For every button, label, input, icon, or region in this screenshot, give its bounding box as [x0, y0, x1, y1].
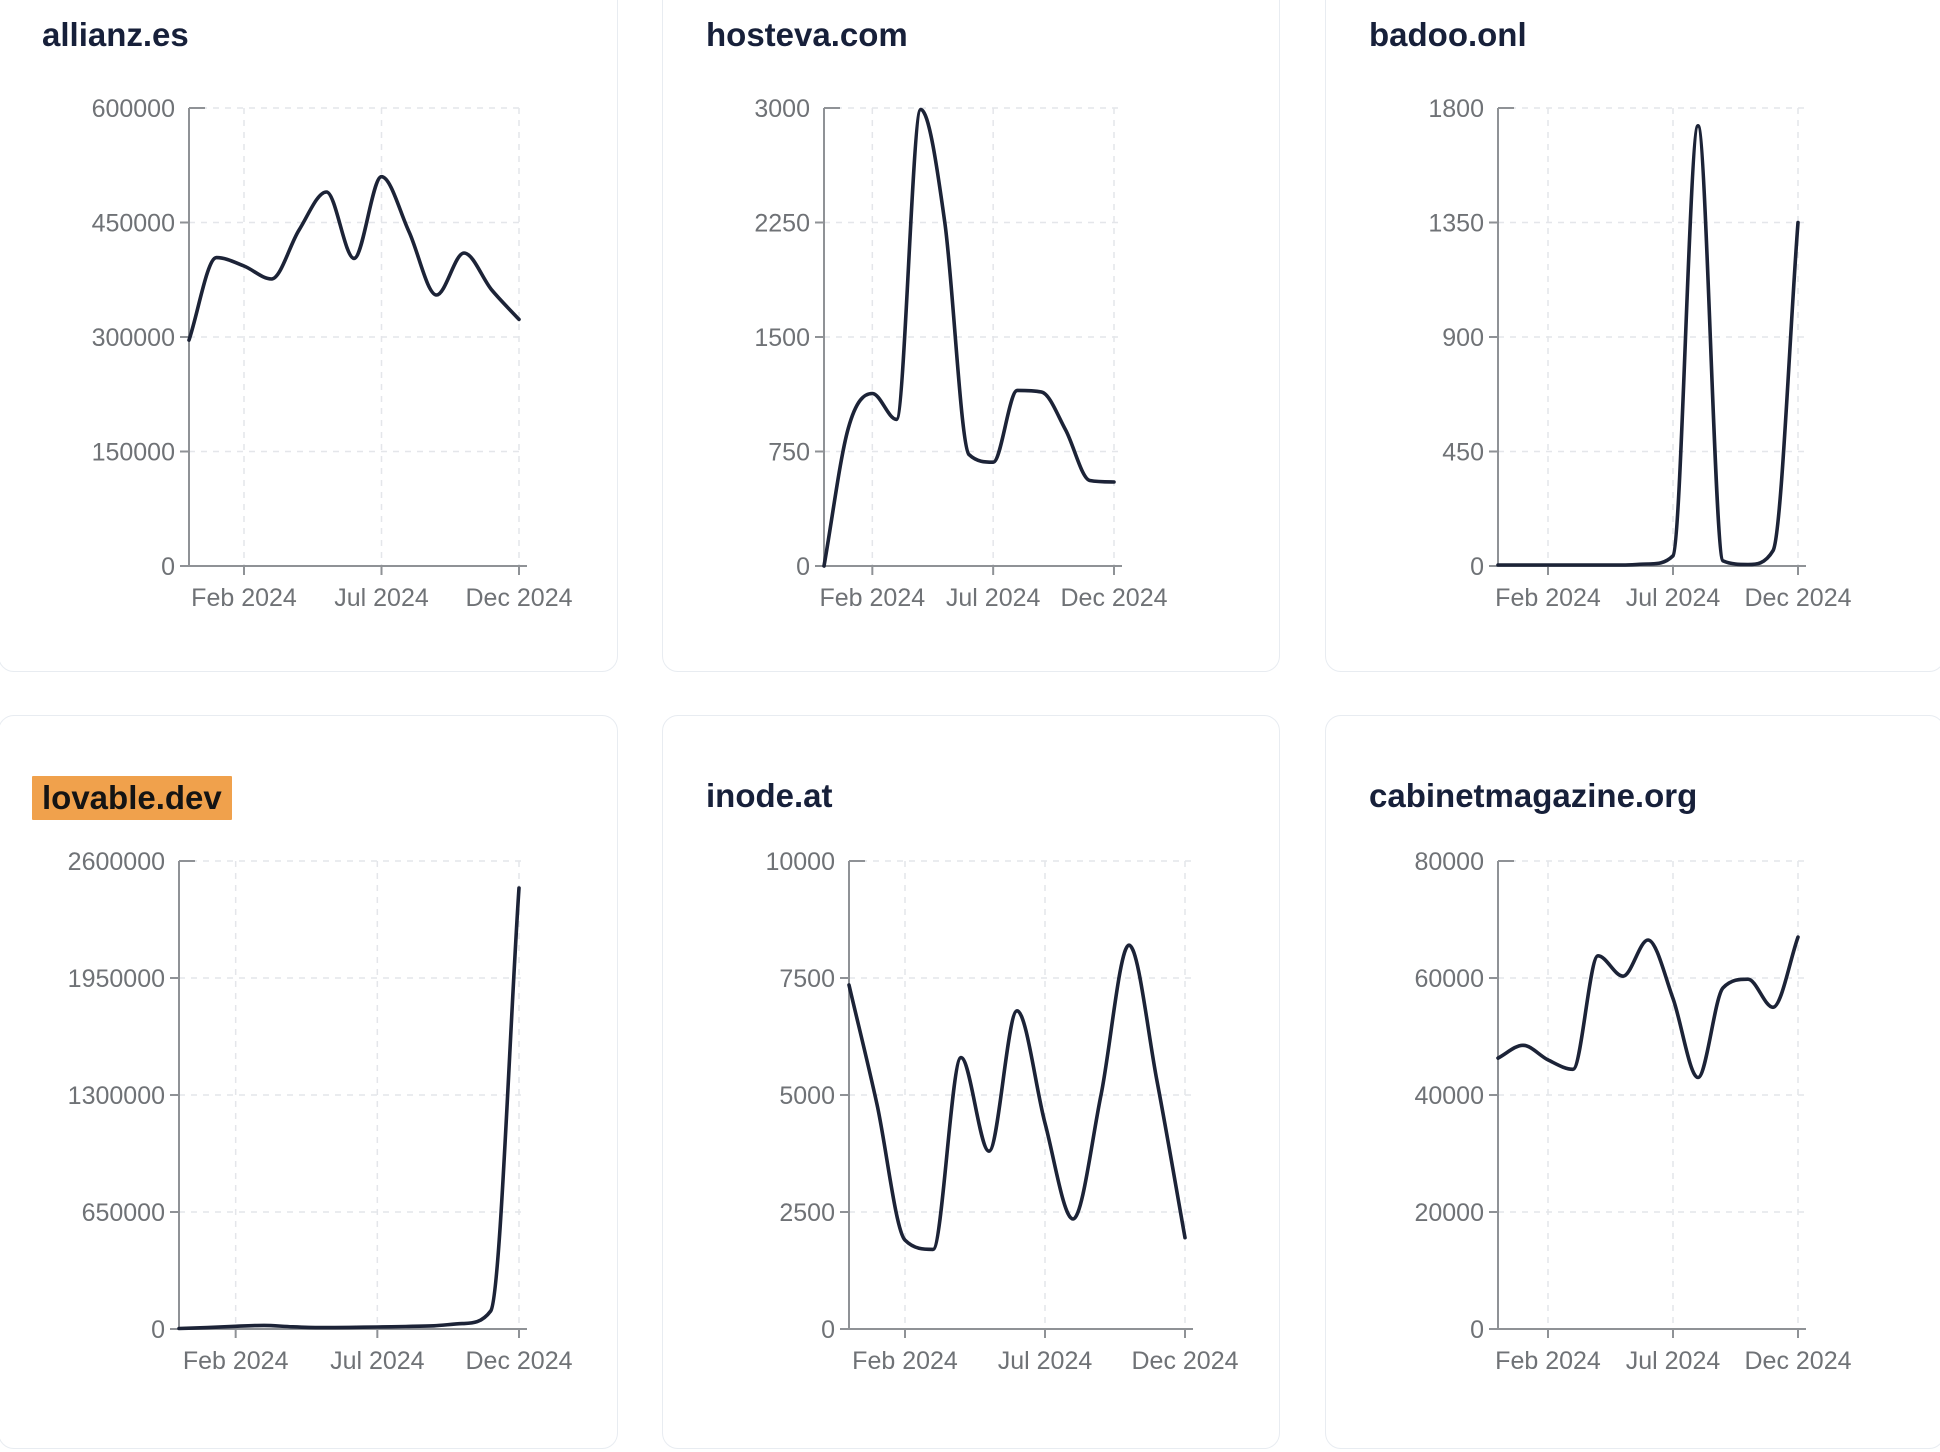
svg-text:40000: 40000	[1414, 1082, 1484, 1110]
chart-card[interactable]: lovable.dev 0 650000 1300000 1950000 2600000…	[0, 715, 618, 1449]
svg-text:Jul 2024: Jul 2024	[1626, 1347, 1721, 1372]
svg-text:Feb 2024: Feb 2024	[183, 1347, 289, 1372]
chart-card[interactable]: allianz.es 0 150000 300000 450000 600000 Feb …	[0, 0, 618, 672]
svg-text:0: 0	[151, 1316, 165, 1344]
svg-text:Jul 2024: Jul 2024	[334, 584, 429, 612]
line-chart: 0 20000 40000 60000 80000 Feb 2024 Jul 2024 Dec…	[1414, 848, 1851, 1372]
svg-text:Feb 2024: Feb 2024	[191, 584, 297, 612]
svg-text:2600000: 2600000	[68, 848, 165, 876]
svg-text:1950000: 1950000	[68, 965, 165, 993]
svg-text:Dec 2024: Dec 2024	[1744, 1347, 1851, 1372]
line-chart: 0 450 900 1350 1800 Feb 2024 Jul 2024 Dec 2024	[1428, 95, 1851, 612]
line-chart: 0 750 1500 2250 3000 Feb 2024 Jul 2024 Dec 2024	[754, 95, 1167, 612]
svg-text:1350: 1350	[1428, 210, 1484, 238]
line-chart: 0 650000 1300000 1950000 2600000 Feb 2024 Jul …	[68, 848, 573, 1372]
chart-card[interactable]: badoo.onl 0 450 900 1350 1800 Feb 2024 Jul 202…	[1325, 0, 1940, 672]
svg-text:0: 0	[1470, 553, 1484, 581]
svg-text:3000: 3000	[754, 95, 810, 123]
svg-text:2250: 2250	[754, 210, 810, 238]
svg-text:Feb 2024: Feb 2024	[820, 584, 926, 612]
svg-text:0: 0	[161, 553, 175, 581]
svg-text:1300000: 1300000	[68, 1082, 165, 1110]
svg-text:Jul 2024: Jul 2024	[330, 1347, 425, 1372]
svg-text:7500: 7500	[779, 965, 835, 993]
svg-text:20000: 20000	[1414, 1199, 1484, 1227]
chart-title: allianz.es	[42, 16, 189, 53]
svg-text:600000: 600000	[92, 95, 175, 123]
svg-text:450000: 450000	[92, 210, 175, 238]
chart-title: hosteva.com	[706, 16, 908, 53]
svg-text:Jul 2024: Jul 2024	[998, 1347, 1093, 1372]
svg-text:300000: 300000	[92, 324, 175, 352]
svg-text:Dec 2024: Dec 2024	[1131, 1347, 1238, 1372]
svg-text:1500: 1500	[754, 324, 810, 352]
svg-text:750: 750	[768, 439, 810, 467]
svg-text:0: 0	[821, 1316, 835, 1344]
line-chart: 0 150000 300000 450000 600000 Feb 2024 Jul 202…	[92, 95, 573, 612]
svg-text:650000: 650000	[82, 1199, 165, 1227]
svg-text:Dec 2024: Dec 2024	[1060, 584, 1167, 612]
svg-text:0: 0	[1470, 1316, 1484, 1344]
svg-text:Feb 2024: Feb 2024	[1495, 1347, 1601, 1372]
svg-text:2500: 2500	[779, 1199, 835, 1227]
chart-card[interactable]: inode.at 0 2500 5000 7500 10000 Feb 2024 Jul 2…	[662, 715, 1280, 1449]
svg-text:150000: 150000	[92, 439, 175, 467]
svg-text:Dec 2024: Dec 2024	[465, 1347, 572, 1372]
chart-title: lovable.dev	[32, 776, 232, 820]
svg-text:Jul 2024: Jul 2024	[946, 584, 1041, 612]
svg-text:450: 450	[1442, 439, 1484, 467]
svg-text:60000: 60000	[1414, 965, 1484, 993]
svg-text:Feb 2024: Feb 2024	[852, 1347, 958, 1372]
svg-text:0: 0	[796, 553, 810, 581]
line-chart: 0 2500 5000 7500 10000 Feb 2024 Jul 2024 Dec 20…	[765, 848, 1238, 1372]
chart-card[interactable]: hosteva.com 0 750 1500 2250 3000 Feb 2024 Jul …	[662, 0, 1280, 672]
svg-text:900: 900	[1442, 324, 1484, 352]
svg-text:80000: 80000	[1414, 848, 1484, 876]
chart-card[interactable]: cabinetmagazine.org 0 20000 40000 60000 8000…	[1325, 715, 1940, 1449]
chart-title: inode.at	[706, 777, 833, 814]
svg-text:Dec 2024: Dec 2024	[465, 584, 572, 612]
chart-title: cabinetmagazine.org	[1369, 777, 1698, 814]
svg-text:Feb 2024: Feb 2024	[1495, 584, 1601, 612]
svg-text:Dec 2024: Dec 2024	[1744, 584, 1851, 612]
svg-text:1800: 1800	[1428, 95, 1484, 123]
chart-title: badoo.onl	[1369, 16, 1527, 53]
svg-text:5000: 5000	[779, 1082, 835, 1110]
svg-text:Jul 2024: Jul 2024	[1626, 584, 1721, 612]
svg-text:10000: 10000	[765, 848, 835, 876]
